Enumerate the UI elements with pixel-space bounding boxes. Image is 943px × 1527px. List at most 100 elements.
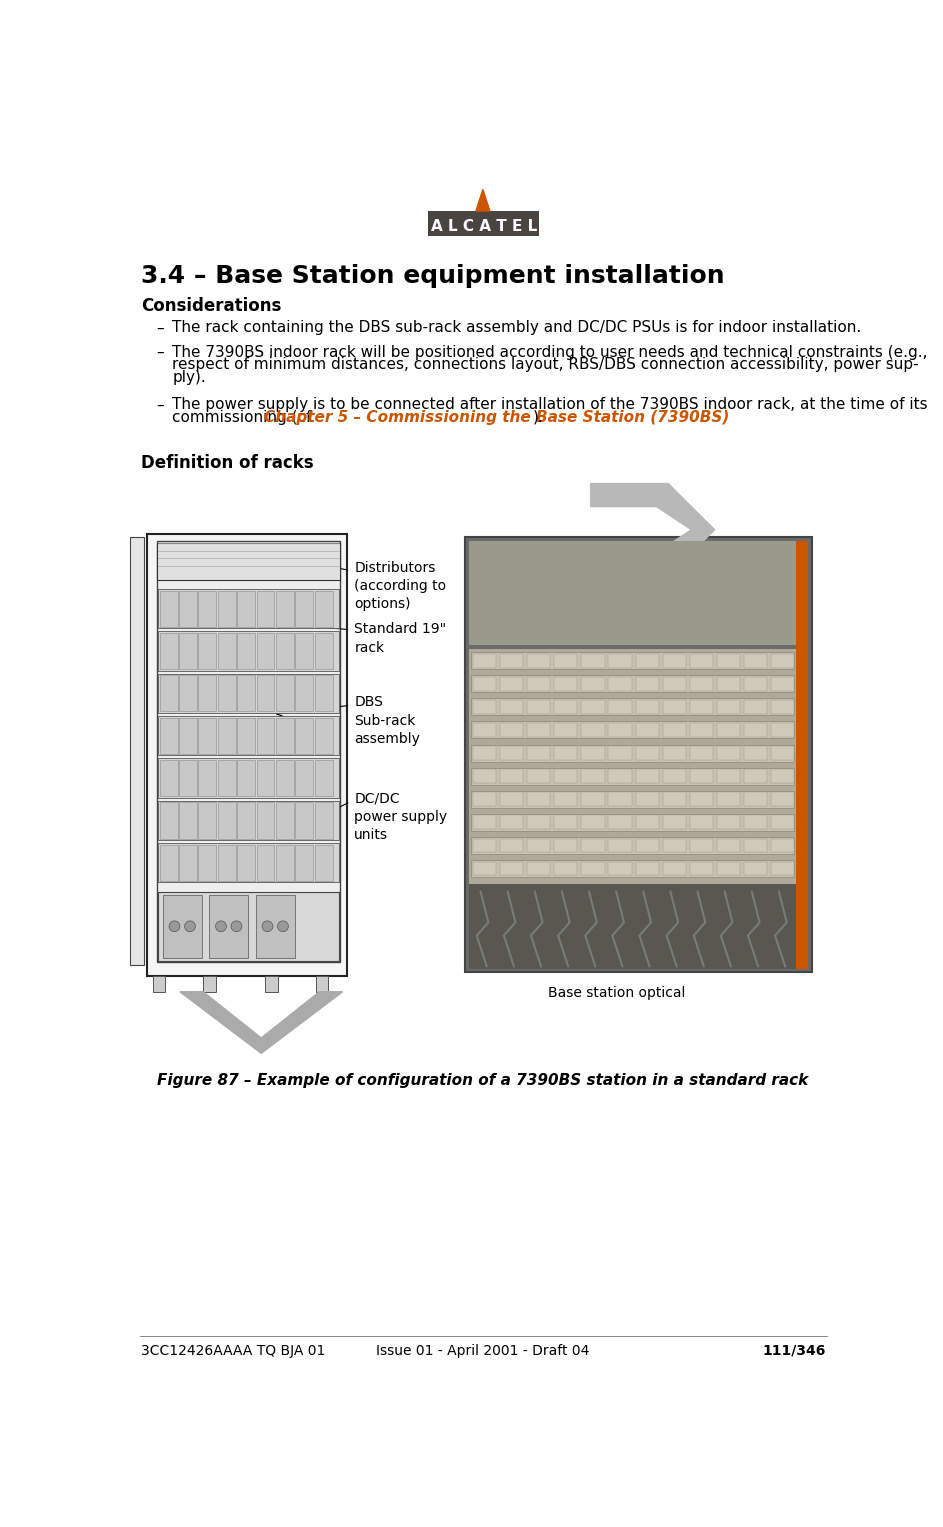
Text: Issue 01 - April 2001 - Draft 04: Issue 01 - April 2001 - Draft 04 [376,1344,589,1358]
FancyBboxPatch shape [554,747,577,760]
FancyBboxPatch shape [256,895,294,957]
FancyBboxPatch shape [527,838,551,852]
FancyBboxPatch shape [276,760,294,796]
FancyBboxPatch shape [690,815,713,829]
FancyBboxPatch shape [218,802,236,838]
FancyBboxPatch shape [554,676,577,690]
FancyBboxPatch shape [147,533,346,976]
FancyBboxPatch shape [218,632,236,669]
FancyBboxPatch shape [554,861,577,875]
FancyBboxPatch shape [608,654,632,667]
FancyBboxPatch shape [315,632,333,669]
FancyBboxPatch shape [636,815,659,829]
FancyBboxPatch shape [663,654,686,667]
FancyBboxPatch shape [663,722,686,738]
FancyBboxPatch shape [256,675,274,712]
Text: DC/DC
power supply
units: DC/DC power supply units [355,791,447,843]
FancyBboxPatch shape [198,844,216,881]
FancyBboxPatch shape [238,675,255,712]
FancyBboxPatch shape [179,718,197,754]
Polygon shape [590,484,715,576]
Polygon shape [180,991,342,1054]
FancyBboxPatch shape [581,676,604,690]
FancyBboxPatch shape [428,211,539,235]
FancyBboxPatch shape [469,541,796,646]
FancyBboxPatch shape [276,675,294,712]
FancyBboxPatch shape [690,747,713,760]
FancyBboxPatch shape [744,793,768,806]
FancyBboxPatch shape [163,895,202,957]
FancyBboxPatch shape [472,676,496,690]
FancyBboxPatch shape [256,760,274,796]
Text: Distributors
(according to
options): Distributors (according to options) [355,560,446,611]
FancyBboxPatch shape [554,770,577,783]
FancyBboxPatch shape [159,802,177,838]
FancyBboxPatch shape [690,861,713,875]
FancyBboxPatch shape [554,815,577,829]
FancyBboxPatch shape [717,793,740,806]
FancyBboxPatch shape [554,654,577,667]
FancyBboxPatch shape [472,860,794,876]
FancyBboxPatch shape [744,699,768,713]
FancyBboxPatch shape [158,716,339,756]
FancyBboxPatch shape [744,722,768,738]
FancyBboxPatch shape [218,591,236,626]
Text: The power supply is to be connected after installation of the 7390BS indoor rack: The power supply is to be connected afte… [173,397,928,412]
FancyBboxPatch shape [218,675,236,712]
FancyBboxPatch shape [663,838,686,852]
Text: Definition of racks: Definition of racks [141,454,314,472]
Circle shape [169,921,180,931]
FancyBboxPatch shape [608,838,632,852]
FancyBboxPatch shape [238,632,255,669]
FancyBboxPatch shape [554,722,577,738]
FancyBboxPatch shape [500,838,523,852]
Text: respect of minimum distances, connections layout, RBS/DBS connection accessibili: respect of minimum distances, connection… [173,357,918,373]
FancyBboxPatch shape [472,770,496,783]
FancyBboxPatch shape [771,676,794,690]
FancyBboxPatch shape [472,838,496,852]
FancyBboxPatch shape [472,768,794,785]
FancyBboxPatch shape [581,793,604,806]
FancyBboxPatch shape [636,770,659,783]
Circle shape [231,921,241,931]
FancyBboxPatch shape [690,770,713,783]
FancyBboxPatch shape [158,800,339,840]
Text: The 7390BS indoor rack will be positioned according to user needs and technical : The 7390BS indoor rack will be positione… [173,345,928,360]
FancyBboxPatch shape [218,844,236,881]
FancyBboxPatch shape [581,722,604,738]
FancyBboxPatch shape [608,747,632,760]
FancyBboxPatch shape [500,793,523,806]
FancyBboxPatch shape [744,861,768,875]
FancyBboxPatch shape [500,722,523,738]
FancyBboxPatch shape [158,589,339,628]
FancyBboxPatch shape [771,793,794,806]
FancyBboxPatch shape [472,793,496,806]
FancyBboxPatch shape [295,760,313,796]
FancyBboxPatch shape [295,802,313,838]
FancyBboxPatch shape [276,802,294,838]
Circle shape [262,921,273,931]
FancyBboxPatch shape [276,632,294,669]
FancyBboxPatch shape [198,632,216,669]
FancyBboxPatch shape [581,699,604,713]
FancyBboxPatch shape [636,747,659,760]
FancyBboxPatch shape [744,770,768,783]
FancyBboxPatch shape [295,844,313,881]
FancyBboxPatch shape [663,747,686,760]
FancyBboxPatch shape [744,654,768,667]
FancyBboxPatch shape [690,722,713,738]
FancyBboxPatch shape [276,718,294,754]
FancyBboxPatch shape [771,699,794,713]
FancyBboxPatch shape [469,884,796,968]
Text: 3.4 – Base Station equipment installation: 3.4 – Base Station equipment installatio… [141,264,725,289]
FancyBboxPatch shape [158,843,339,883]
FancyBboxPatch shape [256,632,274,669]
Circle shape [277,921,289,931]
FancyBboxPatch shape [276,844,294,881]
Text: 111/346: 111/346 [762,1344,825,1358]
FancyBboxPatch shape [179,632,197,669]
FancyBboxPatch shape [295,675,313,712]
FancyBboxPatch shape [771,838,794,852]
FancyBboxPatch shape [608,815,632,829]
FancyBboxPatch shape [527,815,551,829]
